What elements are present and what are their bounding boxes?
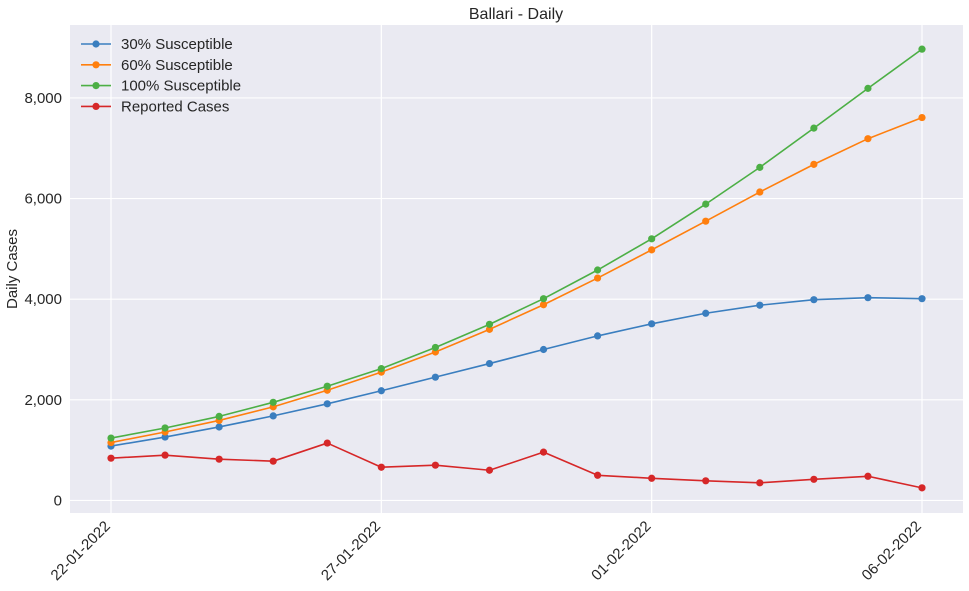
- legend-label: 30% Susceptible: [121, 36, 233, 53]
- grid: [70, 25, 963, 513]
- data-point: [485, 359, 494, 368]
- data-point: [864, 472, 872, 480]
- data-point: [161, 424, 169, 432]
- data-point: [323, 400, 331, 408]
- series-line: [110, 48, 923, 439]
- data-point: [269, 412, 277, 420]
- data-point: [648, 246, 656, 254]
- data-point: [323, 439, 331, 447]
- x-tick-label: 22-01-2022: [48, 518, 114, 584]
- legend-item: 60% Susceptible: [81, 57, 233, 74]
- data-point: [810, 124, 818, 132]
- data-point: [702, 477, 710, 485]
- series-3: [107, 45, 926, 442]
- data-point: [269, 457, 277, 465]
- data-point: [539, 448, 548, 456]
- data-point: [215, 423, 223, 431]
- data-point: [702, 200, 710, 208]
- y-tick-label: 6,000: [24, 191, 62, 208]
- legend-label: Reported Cases: [121, 98, 229, 115]
- x-tick-label: 01-02-2022: [588, 518, 654, 584]
- data-point: [594, 471, 602, 479]
- data-point: [377, 365, 385, 373]
- legend-item: Reported Cases: [81, 98, 229, 115]
- data-point: [756, 188, 764, 196]
- data-point: [648, 474, 656, 482]
- chart-title: Ballari - Daily: [469, 6, 563, 23]
- data-point: [918, 484, 926, 492]
- legend-marker: [92, 40, 100, 48]
- data-point: [594, 332, 602, 340]
- legend-item: 100% Susceptible: [81, 78, 241, 95]
- plot-background: [70, 25, 963, 513]
- series-line: [110, 442, 923, 489]
- legend-label: 60% Susceptible: [121, 57, 233, 74]
- x-axis: 22-01-2022 27-01-2022 01-02-2022 06-02-2022: [48, 518, 925, 584]
- data-point: [648, 320, 656, 328]
- data-point: [918, 45, 926, 53]
- legend-marker: [92, 61, 100, 69]
- data-point: [810, 475, 818, 483]
- data-point: [215, 412, 223, 421]
- data-point: [161, 433, 169, 441]
- series-4: [107, 439, 926, 492]
- data-point: [648, 235, 656, 243]
- data-point: [323, 382, 331, 390]
- legend-item: 30% Susceptible: [81, 36, 233, 53]
- data-point: [485, 320, 494, 328]
- data-point: [594, 266, 602, 274]
- data-point: [269, 398, 277, 406]
- x-tick-label: 06-02-2022: [859, 518, 925, 584]
- data-point: [485, 325, 494, 333]
- data-point: [756, 301, 764, 309]
- legend: 30% Susceptible 60% Susceptible 100% Susce…: [81, 36, 241, 115]
- data-point: [431, 461, 439, 469]
- x-tick-label: 27-01-2022: [318, 518, 384, 584]
- data-point: [810, 296, 818, 304]
- data-point: [810, 160, 818, 168]
- data-point: [594, 274, 602, 282]
- data-point: [864, 294, 872, 302]
- y-tick-label: 0: [54, 492, 62, 509]
- data-point: [918, 295, 926, 303]
- series-group: [107, 45, 926, 492]
- y-axis: 0 2,000 4,000 6,000 8,000: [24, 90, 62, 509]
- data-point: [107, 454, 115, 462]
- legend-marker: [92, 102, 100, 110]
- data-point: [539, 295, 548, 303]
- data-point: [702, 217, 710, 225]
- data-point: [702, 309, 710, 317]
- data-point: [756, 163, 764, 171]
- data-point: [864, 135, 872, 143]
- data-point: [918, 113, 926, 122]
- data-point: [485, 466, 494, 474]
- data-point: [161, 451, 169, 459]
- data-point: [864, 84, 872, 92]
- data-point: [377, 387, 385, 395]
- data-point: [539, 345, 548, 354]
- y-axis-label: Daily Cases: [4, 229, 21, 309]
- series-line: [110, 116, 923, 444]
- data-point: [107, 434, 115, 442]
- data-point: [215, 455, 223, 463]
- legend-marker: [92, 82, 100, 90]
- data-point: [756, 479, 764, 487]
- data-point: [377, 463, 385, 471]
- legend-label: 100% Susceptible: [121, 78, 241, 95]
- data-point: [539, 301, 548, 309]
- y-tick-label: 2,000: [24, 392, 62, 409]
- data-point: [431, 343, 439, 352]
- series-line: [110, 296, 923, 447]
- y-tick-label: 8,000: [24, 90, 62, 107]
- data-point: [431, 373, 439, 381]
- y-tick-label: 4,000: [24, 291, 62, 308]
